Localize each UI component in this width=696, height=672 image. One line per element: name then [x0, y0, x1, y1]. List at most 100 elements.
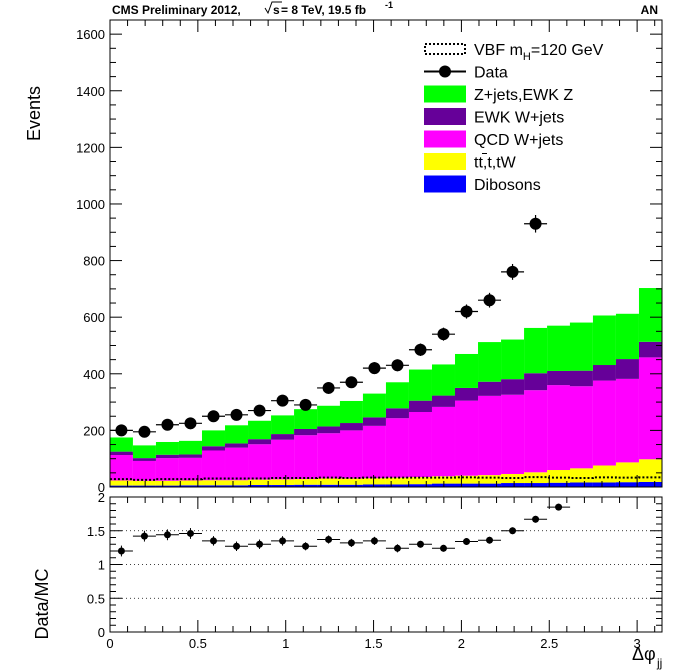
- stack-bar-ewk-w-jets-16: [478, 381, 502, 396]
- data-layer: [109, 215, 548, 438]
- stack-bar-z-jets-ewk-z-11: [362, 393, 386, 418]
- ratio-point-14: [431, 544, 455, 552]
- stack-bar-dibosons-16: [478, 483, 502, 487]
- legend-swatch: [424, 85, 466, 103]
- stack-bar-z-jets-ewk-z-19: [547, 325, 571, 371]
- stack-bar-ewk-w-jets-6: [248, 439, 272, 445]
- legend-label: VBF mH=120 GeV: [474, 42, 604, 63]
- stack-bar-ewk-w-jets-23: [638, 341, 662, 358]
- stack-bar-qcd-w-jets-4: [201, 450, 225, 481]
- stack-bar-z-jets-ewk-z-10: [339, 400, 363, 424]
- main-y-tick-label: 1000: [76, 197, 105, 212]
- stack-bar-qcd-w-jets-6: [248, 444, 272, 480]
- data-point-11: [362, 362, 386, 375]
- stack-bar-qcd-w-jets-7: [271, 439, 295, 480]
- main-y-tick-label: 200: [83, 423, 105, 438]
- stack-bar-qcd-w-jets-14: [431, 406, 455, 477]
- stack-bar-z-jets-ewk-z-12: [385, 382, 409, 409]
- stack-bar-z-jets-ewk-z-21: [592, 315, 616, 366]
- stack-bar-qcd-w-jets-10: [339, 430, 363, 479]
- x-axis-title: Δφ: [632, 644, 656, 664]
- stack-bar-tt-t-tw-19: [547, 470, 571, 483]
- stack-bar-qcd-w-jets-17: [501, 394, 525, 474]
- stack-bar-qcd-w-jets-12: [385, 418, 409, 478]
- stack-bar-qcd-w-jets-1: [132, 460, 156, 481]
- ratio-point-11: [362, 536, 386, 545]
- x-tick-label: 0: [106, 636, 113, 651]
- stack-bar-dibosons-12: [385, 484, 409, 487]
- stack-bar-dibosons-0: [109, 485, 133, 487]
- ratio-point-15: [455, 538, 479, 546]
- stack-bar-dibosons-19: [547, 482, 571, 487]
- main-y-tick-label: 600: [83, 310, 105, 325]
- legend-label: QCD W+jets: [474, 132, 563, 149]
- ratio-point-5: [225, 541, 249, 551]
- stack-bar-dibosons-22: [615, 482, 639, 487]
- legend-swatch: [424, 153, 466, 170]
- ratio-point-9: [317, 535, 341, 544]
- stack-bar-ewk-w-jets-18: [524, 373, 548, 391]
- ratio-y-tick-label: 0: [98, 625, 105, 640]
- ratio-point-19: [547, 503, 571, 511]
- stack-bar-z-jets-ewk-z-16: [478, 342, 502, 382]
- stack-bar-tt-t-tw-6: [248, 479, 272, 486]
- ratio-point-4: [201, 536, 225, 546]
- stack-bar-z-jets-ewk-z-22: [615, 313, 639, 360]
- data-point-14: [431, 327, 455, 341]
- main-y-tick-label: 1400: [76, 84, 105, 99]
- main-y-tick-labels: 0 200 400 600 800 1000 1200 1400 1600: [76, 27, 105, 495]
- stack-bar-dibosons-10: [339, 484, 363, 487]
- stack-bar-dibosons-1: [132, 485, 156, 487]
- stack-bar-tt-t-tw-2: [155, 480, 179, 486]
- legend-item-3: EWK W+jets: [424, 108, 564, 127]
- legend-item-5: tt,t,tW: [424, 153, 517, 172]
- data-point-3: [178, 417, 202, 430]
- ratio-y-tick-labels: 0 0.5 1 1.5 2: [87, 490, 105, 640]
- header-energy: = 8 TeV, 19.5 fb: [281, 3, 366, 17]
- x-axis-title-subscript: jj: [656, 656, 662, 670]
- stack-bar-ewk-w-jets-0: [109, 451, 133, 456]
- stack-bar-tt-t-tw-16: [478, 475, 502, 484]
- ratio-points: [109, 503, 571, 557]
- stack-bar-dibosons-2: [155, 485, 179, 487]
- x-tick-labels: 0 0.5 1 1.5 2 2.5 3: [106, 636, 640, 651]
- stack-bar-z-jets-ewk-z-3: [178, 440, 202, 455]
- stack-bar-z-jets-ewk-z-9: [317, 405, 341, 427]
- stack-bar-z-jets-ewk-z-6: [248, 420, 272, 440]
- stack-bar-z-jets-ewk-z-0: [109, 437, 133, 452]
- data-point-10: [339, 376, 363, 389]
- stack-bar-dibosons-17: [501, 483, 525, 487]
- stack-bar-tt-t-tw-5: [225, 480, 249, 486]
- stack-bar-ewk-w-jets-14: [431, 395, 455, 407]
- ratio-y-tick-label: 2: [98, 490, 105, 505]
- ratio-plot: 0 0.5 1 1.5 2 0 0.5 1 1.5 2 2.5 3 Data/MC Δφ jj: [32, 490, 663, 670]
- stack-bar-dibosons-21: [592, 482, 616, 487]
- stack-bar-tt-t-tw-15: [455, 475, 479, 484]
- ratio-point-8: [294, 542, 318, 551]
- main-axis-ticks: [109, 19, 662, 488]
- main-plot: 0 200 400 600 800 1000 1200 1400 1600 Events VBF…: [24, 19, 663, 495]
- stack-bar-ewk-w-jets-17: [501, 379, 525, 395]
- data-point-17: [501, 263, 525, 280]
- sqrt-icon: [264, 1, 282, 15]
- ratio-y-tick-label: 1: [98, 558, 105, 573]
- stack-bar-qcd-w-jets-9: [317, 433, 341, 479]
- ratio-point-7: [271, 536, 295, 546]
- stack-bar-z-jets-ewk-z-13: [408, 369, 432, 401]
- ratio-point-2: [155, 529, 179, 541]
- ratio-point-6: [248, 539, 272, 549]
- legend-label: Dibosons: [474, 177, 541, 194]
- ratio-axis-ticks: [109, 496, 662, 633]
- data-point-6: [248, 404, 272, 417]
- legend-label: Data: [474, 65, 508, 82]
- stack-bar-qcd-w-jets-21: [592, 380, 616, 466]
- data-point-18: [524, 215, 548, 233]
- legend-item-4: QCD W+jets: [424, 130, 563, 149]
- stack-bar-tt-t-tw-10: [339, 478, 363, 485]
- stack-bar-z-jets-ewk-z-7: [271, 415, 295, 435]
- header-energy-exponent: -1: [385, 0, 393, 10]
- header-label: CMS Preliminary 2012,: [112, 3, 241, 17]
- stack-bar-tt-t-tw-0: [109, 480, 133, 486]
- stack-bar-dibosons-3: [178, 485, 202, 487]
